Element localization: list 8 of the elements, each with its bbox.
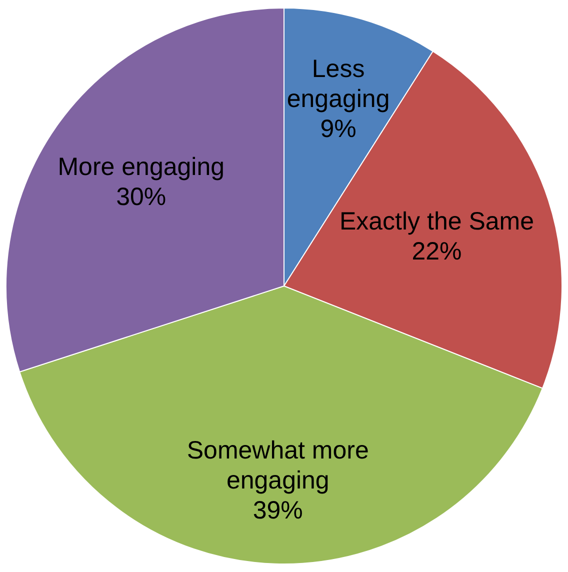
slice-label: Less engaging [286, 55, 390, 114]
data-label: 9% [320, 115, 356, 144]
data-label: 39% [252, 496, 303, 525]
slice-label: Exactly the Same [339, 207, 534, 236]
data-label: 22% [412, 237, 462, 266]
slice-label: Somewhat more engaging [186, 436, 369, 495]
slice-label: More engaging [58, 153, 225, 182]
data-label: 30% [116, 183, 166, 212]
